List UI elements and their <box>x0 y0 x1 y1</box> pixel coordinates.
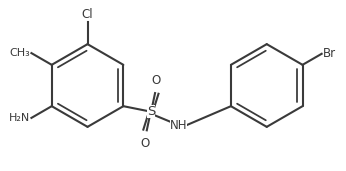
Text: Br: Br <box>323 47 336 60</box>
Text: O: O <box>152 74 161 87</box>
Text: H₂N: H₂N <box>9 113 30 123</box>
Text: CH₃: CH₃ <box>9 48 30 58</box>
Text: NH: NH <box>170 119 187 132</box>
Text: Cl: Cl <box>82 8 93 21</box>
Text: S: S <box>147 105 155 118</box>
Text: O: O <box>141 136 150 149</box>
